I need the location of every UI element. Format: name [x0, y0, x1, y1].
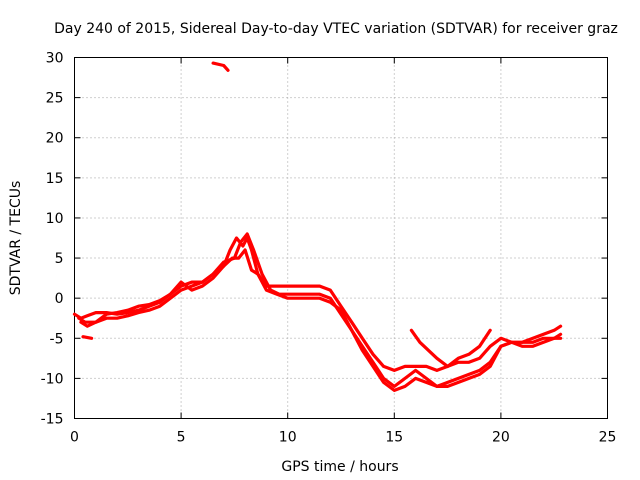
axis-ticks: 0 5 10 15 20 25 30 25 20 15 10 5 0 -5 -10 -15 [41, 51, 617, 446]
series-group [72, 61, 563, 392]
x-tick-label: 20 [492, 430, 510, 446]
y-tick-label: 10 [46, 211, 64, 227]
y-tick-label: 5 [55, 251, 64, 267]
plot-frame [74, 57, 608, 419]
series-line-C [79, 248, 563, 392]
x-tick-label: 5 [177, 430, 186, 446]
y-tick-label: 0 [55, 291, 64, 307]
x-tick-label: 10 [279, 430, 297, 446]
series-line-B [77, 232, 563, 388]
series-line-G [446, 328, 492, 368]
grid [74, 57, 608, 419]
x-axis-label: GPS time / hours [281, 459, 398, 475]
x-tick-label: 25 [599, 430, 617, 446]
y-tick-label: -15 [41, 412, 64, 428]
y-tick-label: 20 [46, 131, 64, 147]
y-tick-label: 15 [46, 171, 64, 187]
series-line-D [81, 335, 94, 340]
chart-title: Day 240 of 2015, Sidereal Day-to-day VTE… [54, 21, 618, 37]
series-line-F [409, 328, 450, 368]
y-tick-label: -5 [50, 331, 64, 347]
x-tick-label: 0 [70, 430, 79, 446]
y-tick-label: 30 [46, 51, 64, 67]
y-tick-label: -10 [41, 371, 64, 387]
x-tick-label: 15 [385, 430, 403, 446]
y-tick-label: 25 [46, 91, 64, 107]
series-line-E [211, 61, 230, 72]
y-axis-label: SDTVAR / TECUs [8, 181, 24, 296]
